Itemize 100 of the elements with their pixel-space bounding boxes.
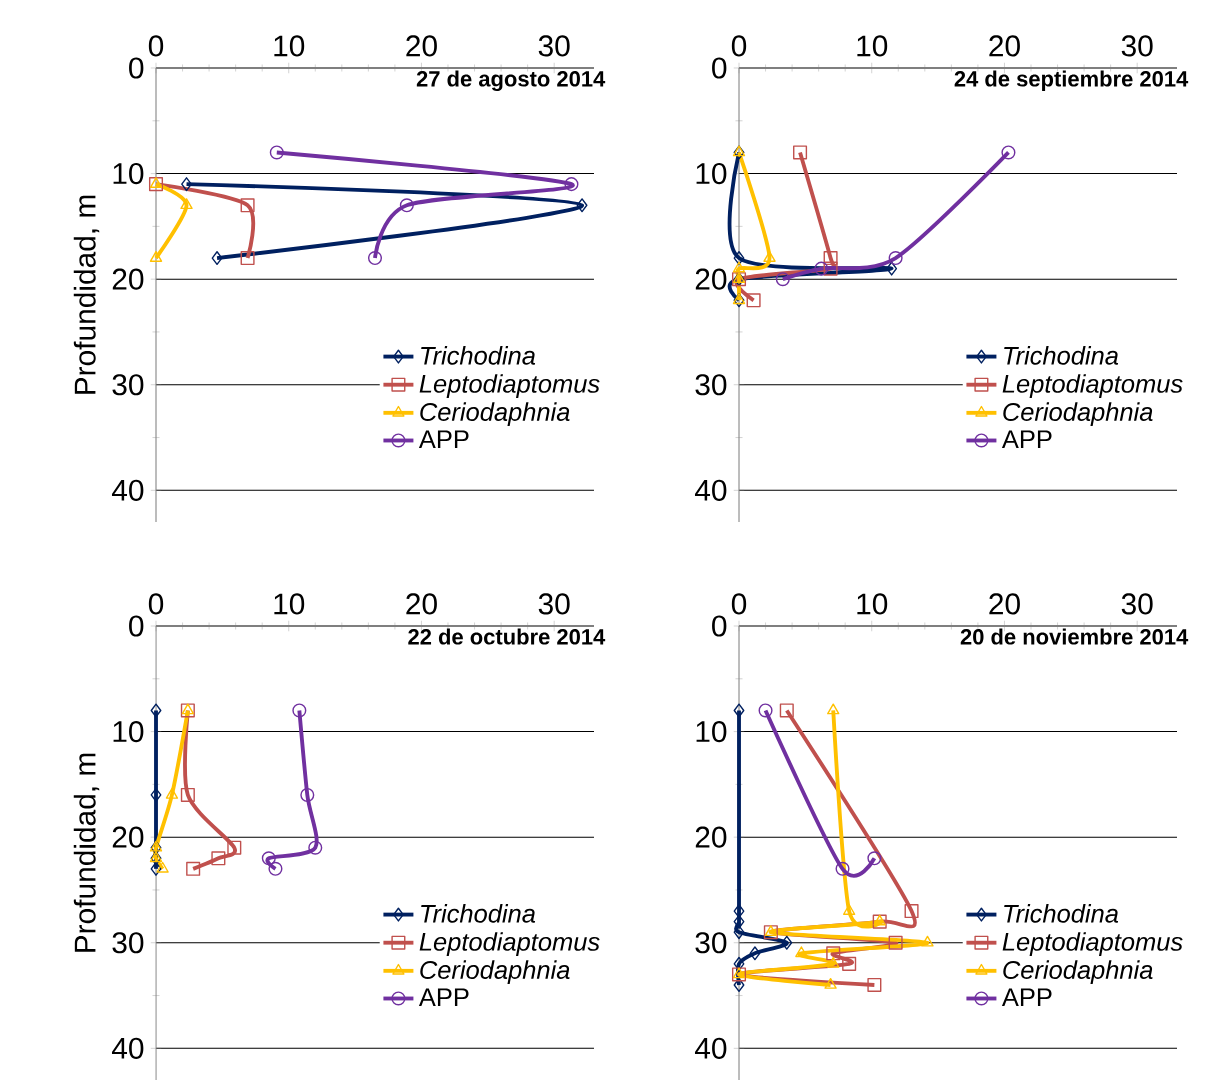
point — [827, 703, 840, 715]
point — [240, 251, 255, 266]
y-tick-label: 20 — [695, 826, 727, 848]
point — [763, 251, 776, 262]
x-tick-label: 10 — [857, 593, 888, 615]
y-tick-label: 10 — [113, 721, 144, 743]
x-tick-label: 20 — [989, 593, 1020, 615]
y-tick-label: 40 — [111, 479, 144, 501]
point — [823, 251, 838, 266]
point — [576, 198, 588, 213]
y-tick-label: 30 — [695, 932, 727, 954]
point — [150, 861, 162, 876]
point — [181, 177, 192, 192]
point — [564, 177, 579, 192]
y-tick-label: 10 — [113, 163, 144, 185]
point — [733, 703, 745, 718]
point — [921, 935, 934, 947]
legend-label: Leptodiaptomus — [1002, 932, 1183, 956]
y-tick-label: 30 — [112, 932, 144, 954]
y-tick-label: 20 — [695, 268, 727, 290]
point — [775, 272, 790, 287]
x-tick-label: 0 — [731, 593, 747, 615]
legend-label: APP — [418, 988, 469, 1006]
point — [180, 198, 193, 210]
y-tick-label: 30 — [695, 374, 727, 396]
y-tick-label: 40 — [111, 1037, 144, 1059]
y-axis-title: Profundidad, m — [73, 195, 100, 394]
y-tick-label: 0 — [129, 57, 144, 79]
point — [732, 261, 746, 273]
point — [1001, 145, 1016, 160]
point — [211, 851, 226, 866]
point — [261, 851, 276, 866]
point — [823, 261, 838, 276]
point — [886, 261, 898, 276]
point — [793, 145, 808, 160]
point — [227, 840, 242, 855]
legend-label: Trichodina — [421, 346, 536, 365]
point — [180, 787, 195, 802]
legend-label: APP — [1001, 430, 1052, 448]
point — [888, 251, 903, 266]
y-axis-title: Profundidad, m — [73, 753, 100, 952]
legend-label: Ceriodaphnia — [1003, 960, 1153, 985]
point — [300, 787, 315, 802]
point — [749, 946, 761, 961]
y-tick-label: 0 — [712, 57, 727, 79]
point — [211, 251, 223, 266]
x-tick-label: 10 — [274, 35, 305, 57]
y-tick-label: 30 — [112, 374, 144, 396]
point — [149, 251, 163, 262]
point — [150, 703, 162, 718]
point — [156, 861, 169, 873]
point — [165, 787, 179, 799]
legend-label: Trichodina — [421, 904, 536, 923]
x-tick-label: 20 — [989, 35, 1020, 57]
x-tick-label: 10 — [274, 593, 305, 615]
x-tick-label: 20 — [406, 35, 437, 57]
chart-title: 22 de octubre 2014 — [408, 628, 606, 645]
point — [795, 946, 808, 958]
point — [367, 251, 383, 266]
point — [746, 293, 761, 308]
point — [867, 851, 882, 866]
x-tick-label: 10 — [857, 35, 888, 57]
point — [733, 251, 745, 266]
chart-title: 24 de septiembre 2014 — [954, 70, 1189, 91]
point — [814, 261, 829, 276]
legend-label: Trichodina — [1004, 904, 1119, 923]
point — [308, 840, 323, 855]
legend-label: Leptodiaptomus — [1002, 374, 1183, 398]
legend-label: Trichodina — [1004, 346, 1119, 365]
point — [827, 956, 840, 968]
point — [150, 787, 162, 802]
point — [399, 198, 414, 213]
x-tick-label: 0 — [148, 593, 164, 615]
point — [867, 977, 882, 993]
legend-label: APP — [418, 430, 469, 448]
point — [733, 914, 745, 929]
point — [733, 977, 745, 993]
point — [904, 904, 919, 919]
point — [824, 977, 837, 989]
legend-label: APP — [1001, 988, 1052, 1006]
point — [842, 956, 857, 971]
y-tick-label: 20 — [112, 268, 144, 290]
point — [779, 703, 794, 718]
x-tick-label: 30 — [538, 593, 570, 615]
point — [758, 703, 773, 718]
point — [268, 861, 283, 876]
y-tick-label: 40 — [694, 1037, 727, 1059]
point — [888, 935, 903, 950]
point — [842, 904, 856, 915]
point — [781, 935, 793, 950]
x-tick-label: 0 — [148, 35, 164, 57]
point — [826, 946, 841, 961]
legend-label: Leptodiaptomus — [419, 374, 600, 398]
y-tick-label: 40 — [694, 479, 727, 501]
y-tick-label: 10 — [696, 721, 727, 743]
legend-label: Ceriodaphnia — [420, 402, 570, 427]
chart-title: 27 de agosto 2014 — [416, 70, 606, 92]
x-tick-label: 20 — [406, 593, 437, 615]
x-tick-label: 30 — [1121, 35, 1153, 57]
point — [240, 198, 255, 213]
